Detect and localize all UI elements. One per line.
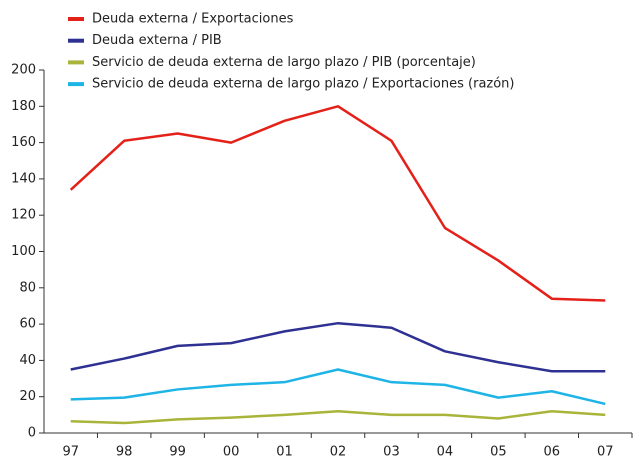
y-tick-label: 20 [19,389,36,404]
y-tick-label: 0 [28,426,36,441]
legend-label: Deuda externa / PIB [92,33,222,48]
y-tick-label: 60 [19,317,36,332]
x-tick-label: 02 [330,445,347,460]
x-tick-label: 01 [276,445,293,460]
series-line [70,321,606,373]
series-line [70,368,606,406]
x-tick-label: 05 [490,445,507,460]
legend-label: Deuda externa / Exportaciones [92,12,294,27]
y-tick-label: 80 [19,280,36,295]
x-tick-label: 97 [62,445,79,460]
y-tick-label: 200 [11,63,36,78]
y-tick-label: 40 [19,353,36,368]
x-tick-label: 98 [116,445,133,460]
y-tick-label: 100 [11,244,36,259]
series-line [69,105,606,302]
y-tick-label: 140 [11,171,36,186]
x-tick-label: 00 [223,445,240,460]
legend-label: Servicio de deuda externa de largo plazo… [92,77,515,92]
x-tick-label: 99 [169,445,186,460]
legend-label: Servicio de deuda externa de largo plazo… [92,55,476,70]
x-tick-label: 06 [544,445,561,460]
y-tick-label: 120 [11,208,36,223]
x-tick-label: 03 [383,445,400,460]
y-tick-label: 160 [11,135,36,150]
x-tick-label: 04 [437,445,454,460]
x-tick-label: 07 [597,445,614,460]
y-tick-label: 180 [11,99,36,114]
series-line [70,409,606,425]
